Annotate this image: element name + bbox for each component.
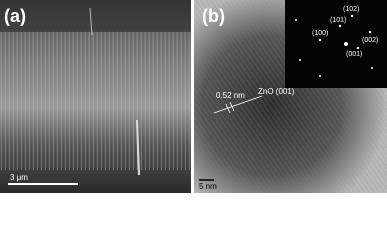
- plane-label: ZnO (001): [258, 87, 295, 96]
- panel-label: (a): [4, 6, 26, 26]
- nanowire-array: [0, 30, 191, 170]
- inset-background: [285, 0, 387, 88]
- divider: [191, 0, 194, 193]
- spacing-label: 0.52 nm: [216, 91, 245, 100]
- spot: [344, 42, 348, 46]
- spot-label: (002): [362, 37, 378, 44]
- wire: [136, 119, 140, 176]
- spot: [299, 59, 301, 61]
- scale-label: 3 μm: [10, 173, 28, 182]
- spot: [356, 46, 360, 50]
- spot: [338, 24, 342, 28]
- diffraction-inset: (102) (101) (100) (002) (001): [285, 0, 387, 88]
- spot: [350, 14, 354, 18]
- fringe-marker: [229, 101, 235, 112]
- figure: (a) 3 μm (b) 0.52 nm ZnO (001) 5 nm (102…: [0, 0, 387, 193]
- spot: [319, 75, 321, 77]
- spot-label: (102): [343, 6, 359, 13]
- wire: [89, 7, 93, 36]
- spot-label: (101): [330, 17, 346, 24]
- spot-label: (100): [312, 30, 328, 37]
- annotation-line: [213, 95, 263, 114]
- spot: [371, 67, 373, 69]
- sem-top: [0, 0, 191, 32]
- spot: [368, 30, 372, 34]
- panel-b: (b) 0.52 nm ZnO (001) 5 nm (102) (101) (…: [194, 0, 387, 193]
- panel-a: (a) 3 μm: [0, 0, 191, 193]
- spot-label: (001): [346, 51, 362, 58]
- panel-label: (b): [202, 6, 225, 26]
- spot: [318, 38, 322, 42]
- scale-label: 5 nm: [199, 182, 217, 191]
- fringe-marker: [225, 103, 231, 114]
- spot: [295, 19, 297, 21]
